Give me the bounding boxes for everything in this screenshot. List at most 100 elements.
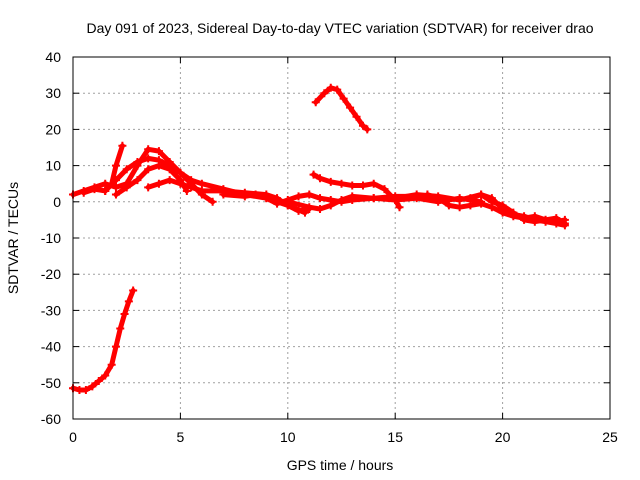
data-point [466,201,475,210]
y-tick-label: 30 [45,85,61,101]
data-point [326,201,335,210]
data-point [305,190,314,199]
x-tick-label: 25 [602,429,618,445]
data-point [154,147,163,156]
data-point [423,190,432,199]
data-point [305,203,314,212]
data-point [122,183,131,192]
data-point [530,217,539,226]
data-point [81,386,90,395]
data-point [395,203,404,212]
data-point [560,219,569,228]
y-axis-title: SDTVAR / TECUs [5,182,21,294]
data-point [116,324,125,333]
series-line [311,172,402,210]
data-point [311,98,320,107]
series-arc-low [69,286,138,395]
data-series [69,83,569,395]
data-point [208,197,217,206]
x-tick-label: 5 [177,429,185,445]
data-point [337,195,346,204]
data-point [391,194,400,203]
data-point [118,141,127,150]
data-point [352,112,361,121]
data-point [498,201,507,210]
y-tick-label: 40 [45,49,61,65]
data-point [326,83,335,92]
data-point [369,179,378,188]
data-point [251,190,260,199]
data-point [346,103,355,112]
x-tick-label: 0 [69,429,77,445]
chart-title: Day 091 of 2023, Sidereal Day-to-day VTE… [86,20,593,36]
data-point [120,310,129,319]
data-point [320,89,329,98]
data-point [111,342,120,351]
data-point [129,286,138,295]
data-point [111,161,120,170]
data-point [316,205,325,214]
data-point [455,203,464,212]
data-point [477,199,486,208]
data-point [552,214,561,223]
data-point [176,168,185,177]
data-point [369,194,378,203]
series-arc-main-d [111,161,191,199]
data-point [466,194,475,203]
data-point [144,145,153,154]
data-point [294,206,303,215]
data-point [541,215,550,224]
data-point [90,185,99,194]
data-point [88,382,97,391]
series-arc-mid-c [309,170,404,212]
data-point [455,195,464,204]
data-point [197,179,206,188]
data-point [333,85,342,94]
data-point [124,297,133,306]
series-line [467,192,568,226]
x-tick-label: 15 [387,429,403,445]
data-point [444,201,453,210]
data-point [309,170,318,179]
data-point [219,190,228,199]
data-point [165,165,174,174]
data-point [339,94,348,103]
data-point [197,186,206,195]
series-arc-high [311,83,372,134]
data-point [144,165,153,174]
data-point [316,174,325,183]
y-tick-label: -60 [41,411,61,427]
y-tick-label: -30 [41,302,61,318]
data-point [144,183,153,192]
data-point [165,176,174,185]
data-point [509,208,518,217]
data-point [101,371,110,380]
data-point [154,179,163,188]
gridlines [73,57,610,419]
data-point [520,215,529,224]
data-point [434,194,443,203]
y-tick-label: 10 [45,158,61,174]
data-point [294,192,303,201]
data-point [337,179,346,188]
data-point [348,181,357,190]
y-tick-label: -40 [41,339,61,355]
data-point [326,177,335,186]
y-tick-label: 20 [45,121,61,137]
data-point [101,186,110,195]
data-point [111,190,120,199]
data-point [79,188,88,197]
data-point [380,185,389,194]
data-point [273,199,282,208]
data-point [111,183,120,192]
data-point [107,360,116,369]
data-point [358,181,367,190]
y-tick-label: -10 [41,230,61,246]
data-point [154,161,163,170]
data-point [316,194,325,203]
data-point [122,165,131,174]
axis-ticks: 0 5 10 15 20 25 -60 -50 -40 -30 -20 -10 0 10 20 30 40 [41,49,618,445]
data-point [498,208,507,217]
x-axis-title: GPS time / hours [287,457,394,473]
